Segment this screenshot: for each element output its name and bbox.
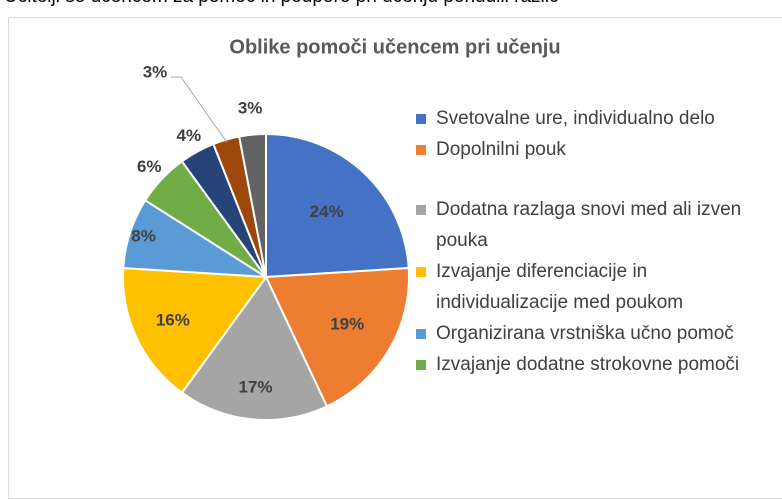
- legend-label: Izvajanje diferenciacije in individualiz…: [436, 261, 684, 313]
- legend-swatch: [416, 205, 426, 215]
- pie-slice: [122, 266, 268, 395]
- legend-item: Dodatna razlaga snovi med ali izven pouk…: [416, 194, 778, 256]
- legend-item: Svetovalne ure, individualno delo: [416, 103, 778, 134]
- legend-item: Izvajanje diferenciacije in individualiz…: [416, 256, 778, 318]
- data-label: 17%: [238, 378, 272, 397]
- data-label: 3%: [238, 98, 263, 117]
- data-label: 16%: [156, 310, 190, 329]
- legend-label: Svetovalne ure, individualno delo: [436, 108, 715, 129]
- chart-title: Oblike pomoči učencem pri učenju: [229, 36, 560, 58]
- pie-slice: [180, 275, 329, 421]
- chart: Oblike pomoči učencem pri učenju 24% 19% 1…: [122, 36, 561, 421]
- legend-label: Dopolnilni pouk: [436, 139, 566, 160]
- legend-item: Organizirana vrstniška učno pomoč: [416, 318, 778, 349]
- legend-item: Izvajanje dodatne strokovne pomoči: [416, 349, 778, 380]
- legend-swatch: [416, 267, 426, 277]
- leader-line: [171, 76, 228, 143]
- pie-slice: [238, 132, 267, 278]
- legend-item: Dopolnilni pouk: [416, 134, 778, 165]
- data-label: 6%: [137, 157, 162, 176]
- legend-swatch: [416, 114, 426, 124]
- caption: Učitelji so učencem za pomoč in podporo …: [4, 0, 558, 8]
- legend: Svetovalne ure, individualno delo Dopolni…: [416, 103, 778, 380]
- legend-swatch: [416, 329, 426, 339]
- legend-swatch: [416, 145, 426, 155]
- legend-label: Dodatna razlaga snovi med ali izven pouk…: [436, 199, 742, 251]
- legend-swatch: [416, 360, 426, 370]
- legend-label: Izvajanje dodatne strokovne pomoči: [436, 354, 740, 375]
- legend-label: Organizirana vrstniška učno pomoč: [436, 323, 734, 344]
- data-label: 19%: [330, 315, 364, 334]
- pie-slice: [264, 266, 410, 408]
- data-label: 3%: [143, 62, 168, 81]
- data-label: 8%: [131, 227, 156, 246]
- data-label: 24%: [310, 202, 344, 221]
- pie-slice: [265, 132, 410, 279]
- data-label: 4%: [177, 126, 202, 145]
- page: Učitelji so učencem za pomoč in podporo …: [4, 0, 782, 499]
